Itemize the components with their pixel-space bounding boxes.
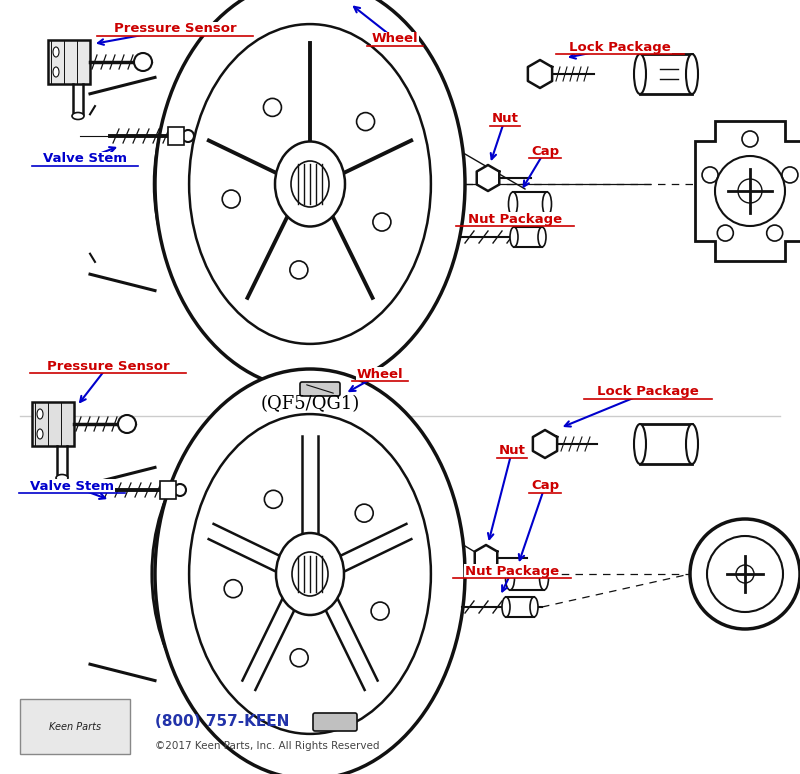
Bar [32,402,74,446]
Ellipse shape [276,533,344,615]
Text: Keen Parts: Keen Parts [49,722,101,732]
Ellipse shape [53,67,59,77]
Bar [20,699,130,754]
Text: ©2017 Keen Parts, Inc. All Rights Reserved: ©2017 Keen Parts, Inc. All Rights Reserv… [155,741,379,751]
Text: Cap: Cap [531,145,559,157]
Circle shape [182,130,194,142]
Ellipse shape [530,597,538,617]
Ellipse shape [154,25,394,343]
Bar [640,424,692,464]
Polygon shape [695,121,800,261]
Ellipse shape [155,369,465,774]
Circle shape [118,415,136,433]
Circle shape [690,519,800,629]
Ellipse shape [56,474,68,481]
Ellipse shape [538,227,546,247]
Text: Nut: Nut [498,444,526,457]
Ellipse shape [509,192,518,216]
Bar [513,192,547,216]
Bar [514,227,542,247]
Bar [510,566,544,590]
Circle shape [174,484,186,496]
Ellipse shape [686,424,698,464]
Ellipse shape [686,54,698,94]
Text: Wheel: Wheel [372,33,418,46]
Ellipse shape [37,429,43,439]
Text: (QF5/QG1): (QF5/QG1) [260,395,360,413]
Polygon shape [477,165,499,191]
Bar [160,481,176,499]
Bar [640,54,692,94]
Ellipse shape [634,424,646,464]
Polygon shape [474,545,498,571]
Text: (800) 757-KEEN: (800) 757-KEEN [155,714,290,730]
Text: Nut: Nut [491,112,518,125]
Ellipse shape [510,227,518,247]
Ellipse shape [53,47,59,57]
Text: Valve Stem: Valve Stem [43,152,127,166]
Ellipse shape [72,112,84,119]
Text: Pressure Sensor: Pressure Sensor [46,359,170,372]
Text: Valve Stem: Valve Stem [30,480,114,492]
Text: Wheel: Wheel [357,368,403,381]
Polygon shape [533,430,557,458]
Polygon shape [528,60,552,88]
Ellipse shape [189,414,431,734]
Ellipse shape [542,192,551,216]
Ellipse shape [189,24,431,344]
Ellipse shape [37,409,43,419]
Ellipse shape [506,566,514,590]
FancyBboxPatch shape [313,713,357,731]
FancyBboxPatch shape [300,382,340,396]
Ellipse shape [634,54,646,94]
Text: Cap: Cap [531,480,559,492]
Bar [506,597,534,617]
Ellipse shape [502,597,510,617]
Bar [168,127,184,145]
Text: Nut Package: Nut Package [465,564,559,577]
Ellipse shape [539,566,549,590]
Text: Nut Package: Nut Package [468,213,562,225]
Ellipse shape [152,412,397,736]
Circle shape [134,53,152,71]
Text: Lock Package: Lock Package [569,40,671,53]
Ellipse shape [275,142,345,227]
Text: Pressure Sensor: Pressure Sensor [114,22,236,36]
Bar [48,40,90,84]
Text: Lock Package: Lock Package [597,385,699,399]
Ellipse shape [155,0,465,389]
